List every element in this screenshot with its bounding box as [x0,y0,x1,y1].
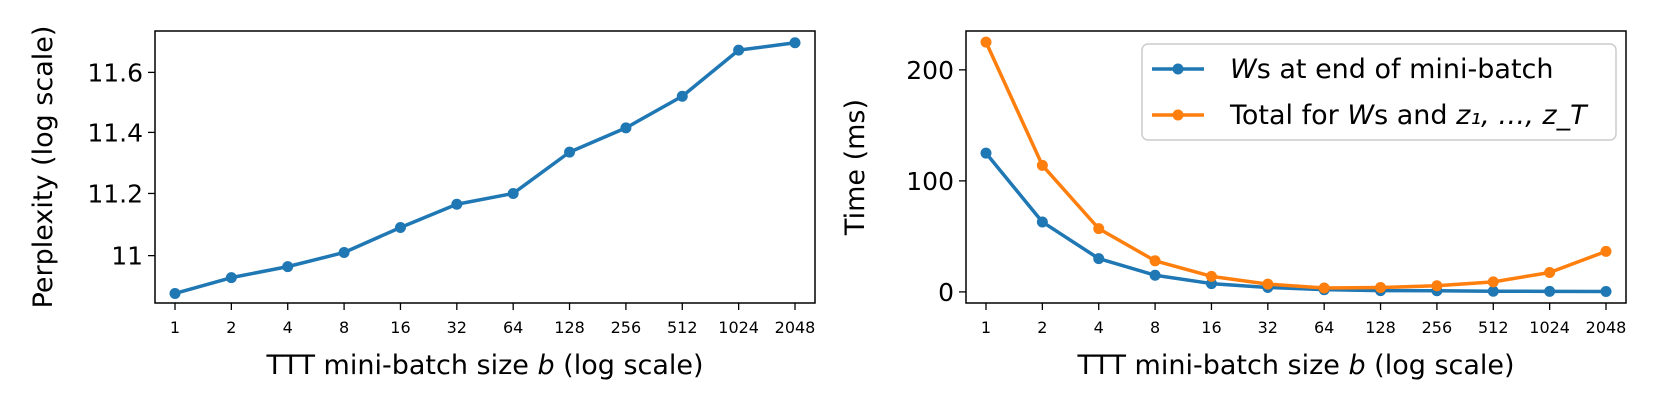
data-point [676,90,688,102]
y-tick-label: 11 [111,242,143,271]
data-point [1205,270,1217,282]
data-point [980,36,992,48]
x-tick-label: 128 [1365,318,1396,337]
series [169,37,801,299]
series-line [174,41,796,296]
plot-frame [154,30,816,304]
x-tick-label: 16 [390,318,410,337]
y-tick-label: 11.2 [87,179,143,208]
data-point [1262,278,1274,290]
x-tick-label: 1 [170,318,180,337]
data-point [1600,245,1612,257]
x-tick-label: 32 [1258,318,1278,337]
series [980,36,1612,297]
data-point [620,122,632,134]
data-point [507,187,519,199]
x-tick-label: 128 [554,318,585,337]
data-point [733,44,745,56]
data-point [1318,282,1330,294]
series-line [984,41,1607,290]
x-tick-label: 512 [667,318,698,337]
legend-label: Total for Ws and z₁, …, z_T [1229,100,1589,131]
x-tick-label: 4 [1094,318,1104,337]
data-point [1544,266,1556,278]
x-tick-label: 4 [283,318,293,337]
x-tick-label: 32 [447,318,467,337]
data-point [1149,269,1161,281]
x-tick-label: 2048 [1586,318,1627,337]
legend-entry: Ws at end of mini-batch [1152,54,1554,85]
x-tick-label: 512 [1478,318,1509,337]
data-point [1544,285,1556,297]
y-ticks: 0 100 200 [906,56,966,307]
x-tick-label: 2 [1037,318,1047,337]
data-point [1487,276,1499,288]
legend-label: Ws at end of mini-batch [1230,54,1554,85]
y-axis-label: Time (ms) [840,99,871,236]
data-point [394,222,406,234]
series-line [984,152,1607,294]
x-tick-label: 8 [1150,318,1160,337]
x-tick-label: 256 [611,318,642,337]
data-point [282,261,294,273]
data-point [1036,216,1048,228]
legend-marker [1172,63,1184,75]
data-point [1093,253,1105,265]
y-tick-label: 11.4 [87,118,143,147]
y-tick-label: 0 [938,278,954,307]
x-tick-label: 1024 [718,318,759,337]
data-point [451,198,463,210]
x-axis-label: TTT mini-batch size b (log scale) [1076,350,1514,381]
legend: Ws at end of mini-batch Total for Ws and… [1141,43,1617,141]
x-tick-label: 1 [981,318,991,337]
x-ticks: 1 2 4 8 16 32 64 128 256 512 1024 2048 [981,303,1626,337]
data-point [169,287,181,299]
x-tick-label: 1024 [1529,318,1570,337]
data-point [1431,280,1443,292]
x-tick-label: 2 [226,318,236,337]
y-tick-label: 200 [906,56,954,85]
data-point [1093,223,1105,235]
legend-entry: Total for Ws and z₁, …, z_T [1152,100,1589,131]
y-ticks: 11 11.2 11.4 11.6 [87,58,155,271]
x-tick-label: 2048 [775,318,816,337]
data-point [225,272,237,284]
data-point [564,146,576,158]
plot-frame [965,30,1627,304]
x-ticks: 1 2 4 8 16 32 64 128 256 512 1024 2048 [170,303,815,337]
x-tick-label: 16 [1201,318,1221,337]
data-point [980,147,992,159]
time-chart: 1 2 4 8 16 32 64 128 256 512 1024 2048 0 100 200 TTT … [840,30,1627,381]
x-tick-label: 64 [503,318,523,337]
y-tick-label: 100 [906,167,954,196]
data-point [1375,281,1387,293]
legend-marker [1172,109,1184,121]
data-point [1149,255,1161,267]
y-axis-label: Perplexity (log scale) [28,26,59,309]
data-point [338,246,350,258]
data-point [1487,285,1499,297]
x-tick-label: 8 [339,318,349,337]
y-tick-label: 11.6 [87,58,143,87]
x-tick-label: 256 [1422,318,1453,337]
x-tick-label: 64 [1314,318,1334,337]
perplexity-chart: 1 2 4 8 16 32 64 128 256 512 1024 2048 1111.211.411… [28,26,816,381]
data-point [1600,285,1612,297]
data-point [1036,159,1048,171]
data-point [789,37,801,49]
legend-frame [1141,43,1617,141]
x-axis-label: TTT mini-batch size b (log scale) [265,350,703,381]
